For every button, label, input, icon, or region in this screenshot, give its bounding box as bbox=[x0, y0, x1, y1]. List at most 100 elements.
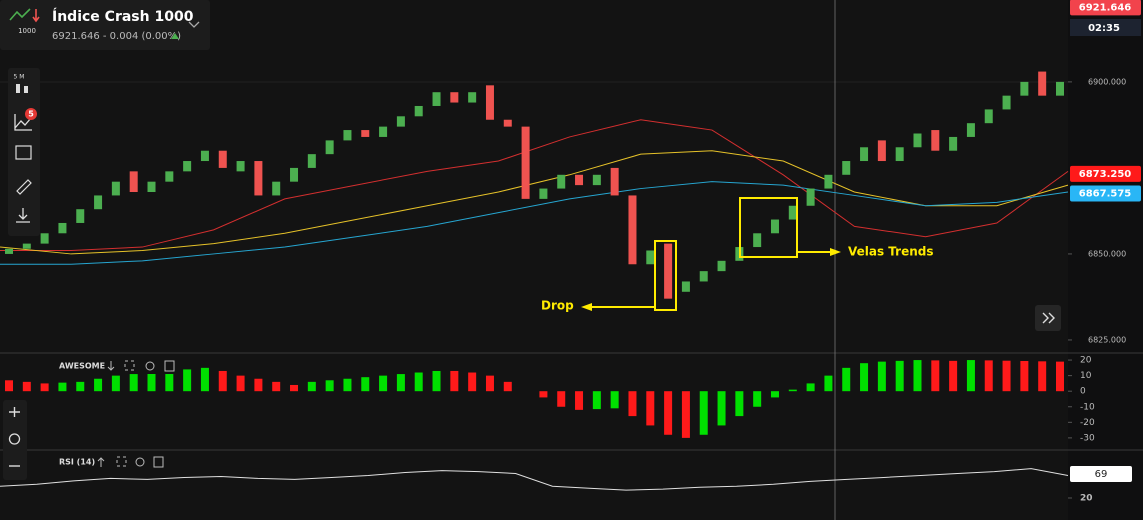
oscillator-bar bbox=[699, 391, 708, 435]
oscillator-bar bbox=[770, 391, 779, 398]
oscillator-bar bbox=[22, 381, 31, 392]
candle bbox=[1020, 81, 1029, 96]
indicator-title: RSI (14) bbox=[59, 458, 95, 467]
indicator-tool[interactable] bbox=[164, 360, 175, 372]
candle bbox=[1038, 71, 1047, 96]
oscillator-bar bbox=[575, 391, 584, 410]
badge bbox=[25, 108, 37, 120]
oscillator-bar bbox=[646, 391, 655, 426]
candle bbox=[254, 161, 263, 196]
y-tick-label: -10 bbox=[1080, 402, 1095, 412]
y-tick-label: 0 bbox=[1080, 387, 1086, 397]
oscillator-bar bbox=[1002, 360, 1011, 392]
candles-icon[interactable] bbox=[16, 84, 28, 93]
highlight-box bbox=[739, 197, 798, 258]
oscillator-bar bbox=[485, 375, 494, 392]
recenter[interactable] bbox=[8, 433, 21, 445]
candle bbox=[290, 167, 299, 182]
candle bbox=[5, 248, 13, 254]
y-tick-label: -20 bbox=[1080, 418, 1095, 428]
price-tag-label: 6867.575 bbox=[1079, 188, 1132, 199]
candle bbox=[485, 85, 494, 120]
indicator-tool[interactable] bbox=[135, 457, 145, 467]
oscillator-bar bbox=[806, 383, 815, 392]
candle bbox=[557, 174, 566, 189]
candle bbox=[984, 109, 993, 124]
timeframe[interactable]: 5 M bbox=[14, 74, 25, 81]
oscillator-bar bbox=[111, 375, 120, 392]
oscillator-bar bbox=[272, 381, 281, 392]
badge-count: 5 bbox=[28, 110, 34, 119]
candle bbox=[94, 195, 103, 210]
moving-average bbox=[0, 119, 1069, 251]
candle bbox=[1002, 95, 1011, 110]
zoom-in[interactable] bbox=[9, 407, 20, 417]
price-tag-label: 6921.646 bbox=[1079, 2, 1132, 13]
oscillator-bar bbox=[165, 370, 174, 392]
download-icon[interactable] bbox=[16, 208, 30, 223]
oscillator-bar bbox=[450, 370, 459, 392]
oscillator-bar bbox=[949, 360, 958, 392]
oscillator-bar bbox=[1056, 361, 1064, 392]
oscillator-bar bbox=[343, 378, 352, 392]
moving-average bbox=[0, 181, 1069, 265]
candle bbox=[111, 181, 120, 196]
indicator-tool[interactable] bbox=[97, 457, 105, 467]
candle bbox=[58, 222, 67, 234]
indicators-icon[interactable] bbox=[14, 114, 32, 131]
indicator-tool[interactable] bbox=[107, 361, 115, 371]
y-tick-label: 6825.000 bbox=[1088, 335, 1126, 344]
oscillator-bar bbox=[824, 375, 833, 392]
indicator-tool[interactable] bbox=[153, 456, 164, 468]
data-layer bbox=[0, 71, 1069, 491]
candle bbox=[753, 233, 762, 248]
candle bbox=[307, 154, 316, 168]
oscillator-bar bbox=[557, 391, 566, 407]
candle bbox=[200, 150, 209, 162]
y-tick-label: 6850.000 bbox=[1088, 249, 1126, 258]
oscillator-bar bbox=[218, 370, 227, 392]
oscillator-bar bbox=[147, 372, 156, 392]
symbol-icon-label: 1000 bbox=[18, 27, 36, 35]
oscillator-bar bbox=[592, 391, 601, 410]
dropdown[interactable] bbox=[188, 21, 200, 28]
oscillator-bar bbox=[468, 372, 477, 392]
candle bbox=[681, 281, 690, 292]
oscillator-bar bbox=[76, 381, 85, 392]
candle bbox=[76, 209, 85, 223]
symbol-box[interactable] bbox=[0, 0, 210, 50]
candle bbox=[610, 167, 619, 196]
oscillator-bar bbox=[984, 360, 993, 392]
oscillator-bar bbox=[290, 384, 299, 392]
candle bbox=[343, 130, 352, 141]
candle bbox=[646, 250, 655, 265]
oscillator-bar bbox=[58, 382, 67, 392]
oscillator-bar bbox=[183, 369, 192, 392]
candle bbox=[22, 243, 31, 249]
current-tag-label: 69 bbox=[1095, 469, 1108, 480]
template-icon[interactable] bbox=[15, 145, 32, 160]
y-tick-label: -30 bbox=[1080, 433, 1095, 443]
indicator-tool[interactable] bbox=[124, 360, 135, 371]
candle bbox=[842, 161, 851, 175]
candle bbox=[770, 219, 779, 234]
candle bbox=[699, 271, 708, 282]
candle bbox=[414, 105, 423, 117]
candle bbox=[1056, 81, 1064, 96]
draw-icon[interactable] bbox=[16, 179, 32, 195]
toolbar bbox=[8, 68, 40, 236]
arrow-head bbox=[830, 248, 841, 256]
symbol-icon bbox=[9, 8, 31, 21]
y-tick-label: 10 bbox=[1080, 371, 1092, 381]
oscillator-bar bbox=[735, 391, 744, 417]
candle bbox=[218, 150, 227, 168]
candle bbox=[949, 136, 958, 151]
indicator-tool[interactable] bbox=[145, 361, 155, 371]
oscillator-bar bbox=[788, 389, 797, 392]
candle bbox=[450, 92, 459, 103]
oscillator-bar bbox=[379, 375, 388, 392]
indicator-tool[interactable] bbox=[116, 456, 127, 467]
